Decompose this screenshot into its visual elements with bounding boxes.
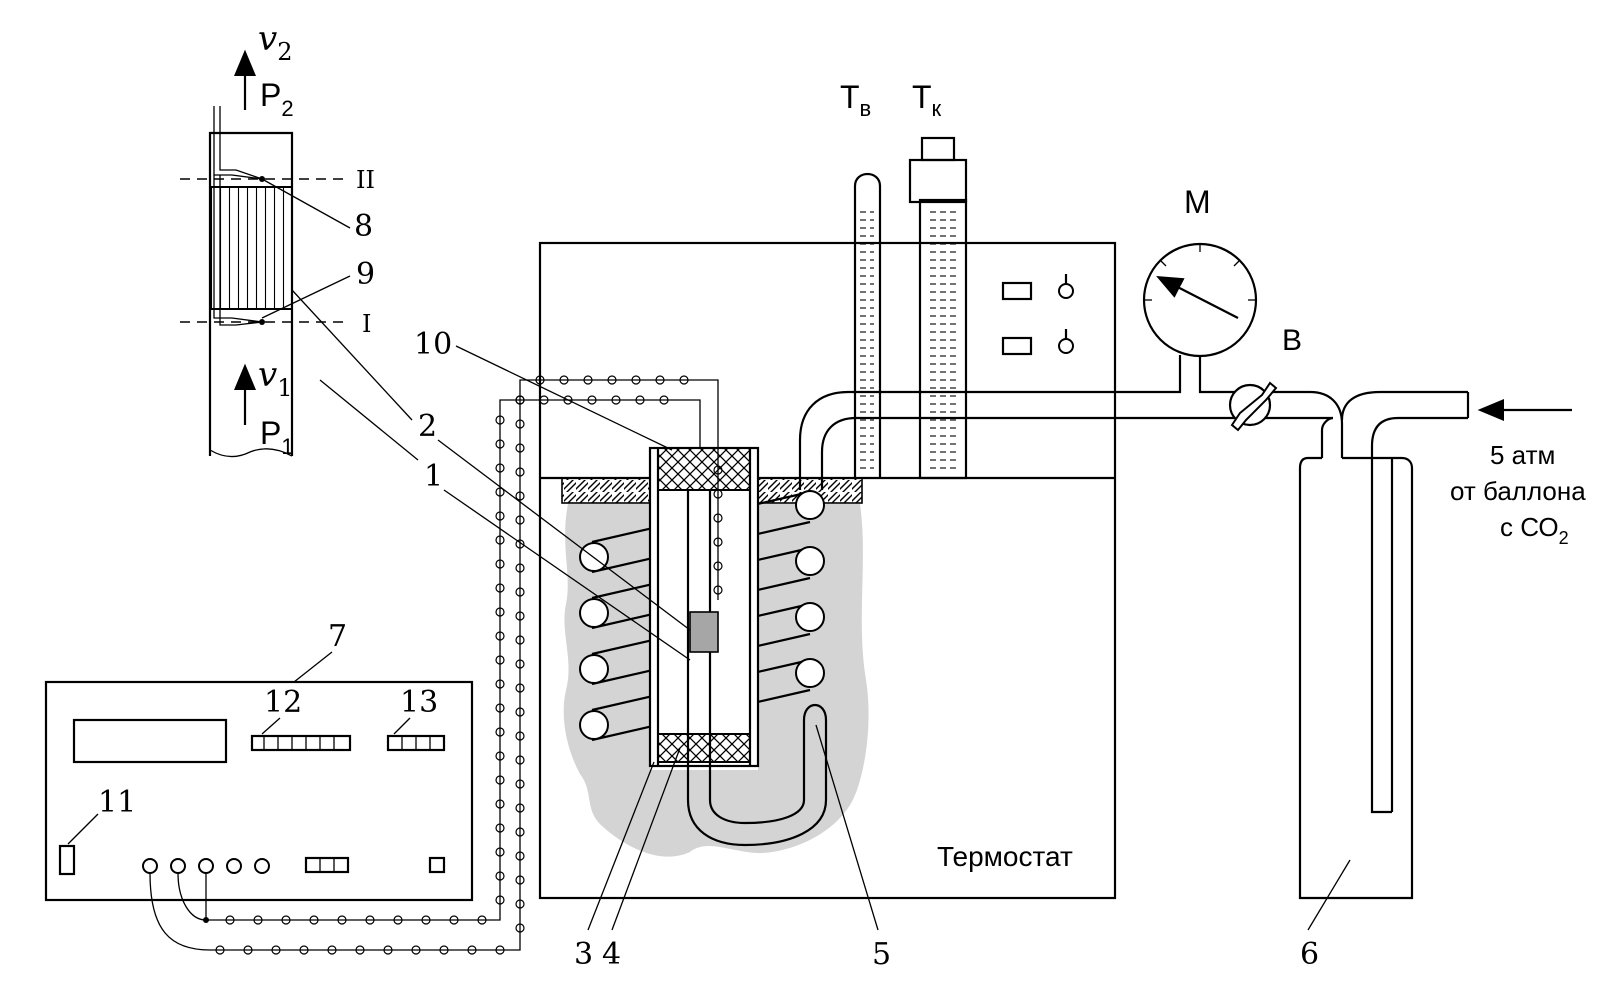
valve-label: В [1282, 324, 1302, 357]
control-unit [44, 680, 474, 902]
leader-2 [291, 289, 413, 421]
thermocouple-wires [149, 379, 719, 951]
leader-3 [587, 761, 655, 931]
leader-7 [293, 651, 333, 683]
label-12: 12 [264, 685, 302, 720]
thermometer-tb-label: Тв [840, 79, 871, 121]
inset-flow-section [180, 49, 351, 458]
porous-plug [209, 186, 293, 310]
section-ii-label: II [356, 166, 375, 194]
label-13: 13 [400, 685, 438, 720]
label-4: 4 [602, 937, 621, 972]
label-9: 9 [356, 257, 375, 292]
gas-co2-text: с СО2 [1500, 512, 1569, 548]
label-5: 5 [872, 937, 891, 972]
label-8: 8 [354, 209, 373, 244]
thermostat-label: Термостат [937, 841, 1073, 872]
valve [1228, 381, 1278, 432]
velocity-v1-label: v1 [258, 355, 293, 402]
leader-10 [455, 345, 673, 451]
leader-1 [319, 379, 419, 461]
velocity-v2-label: v2 [258, 19, 293, 66]
leader-2-cell [437, 439, 691, 631]
label-10: 10 [414, 327, 452, 362]
manometer-label: М [1184, 184, 1211, 220]
label-3: 3 [574, 937, 593, 972]
label-11: 11 [98, 785, 136, 820]
label-2: 2 [418, 409, 437, 444]
gas-pressure-text: 5 атм [1490, 440, 1555, 470]
leader-1-cell [443, 489, 691, 661]
pressure-p1-label: P1 [260, 415, 294, 459]
wire-loops [215, 375, 723, 955]
thermometer-tk-label: Тк [912, 79, 942, 121]
manometer [1142, 242, 1258, 372]
measurement-cell [648, 446, 828, 847]
label-7: 7 [328, 619, 347, 654]
gas-source-text: от баллона [1450, 476, 1586, 506]
leader-5 [815, 724, 879, 931]
thermostat-box [538, 241, 1117, 900]
label-6: 6 [1300, 937, 1319, 972]
gas-pipeline [798, 372, 1470, 900]
section-i-label: I [362, 310, 371, 338]
leader-6 [1307, 859, 1351, 931]
thermometer-tk [908, 136, 968, 480]
leader-4 [611, 747, 681, 931]
thermometer-tb [853, 172, 882, 478]
pressure-p2-label: P2 [260, 77, 294, 121]
label-1: 1 [424, 459, 443, 494]
